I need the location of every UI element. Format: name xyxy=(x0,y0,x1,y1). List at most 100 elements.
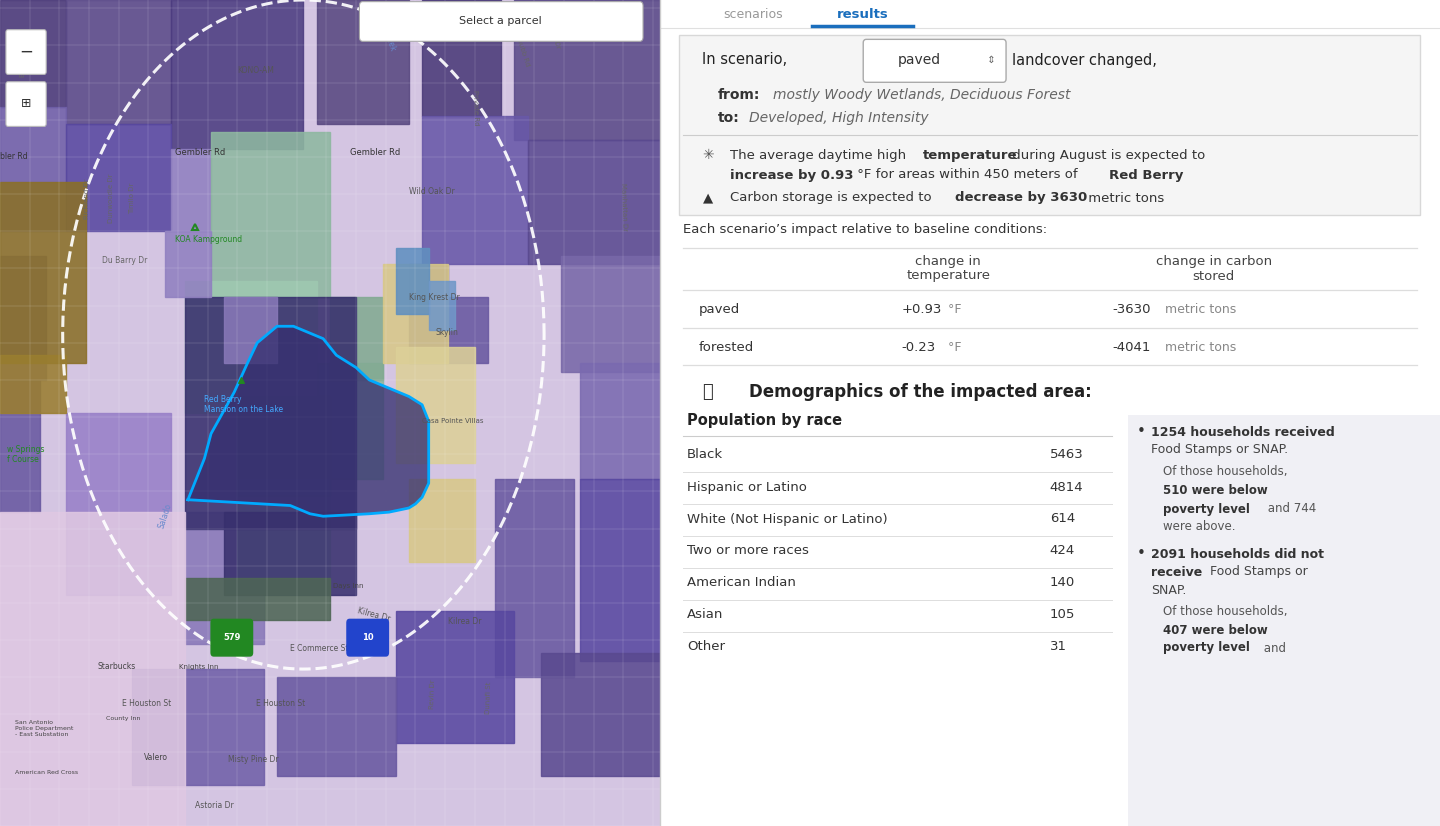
Text: Salado: Salado xyxy=(157,502,174,530)
Text: Days Inn: Days Inn xyxy=(333,583,363,590)
Text: °F: °F xyxy=(945,303,962,316)
Text: -3630: -3630 xyxy=(1112,303,1151,316)
Text: Starbucks: Starbucks xyxy=(98,662,135,671)
Text: E Houston St: E Houston St xyxy=(122,700,171,708)
Bar xyxy=(164,231,212,297)
Text: 10: 10 xyxy=(363,634,374,642)
Text: 614: 614 xyxy=(1050,512,1076,525)
Text: Dunafi St: Dunafi St xyxy=(485,681,492,714)
Text: King Krest Dr: King Krest Dr xyxy=(409,293,459,301)
Bar xyxy=(238,396,330,496)
FancyBboxPatch shape xyxy=(863,40,1007,83)
Text: change in: change in xyxy=(916,255,981,268)
Text: Casa Pointe Villas: Casa Pointe Villas xyxy=(422,418,484,425)
Text: SNAP.: SNAP. xyxy=(1151,583,1187,596)
Text: Food Stamps or SNAP.: Food Stamps or SNAP. xyxy=(1151,444,1289,457)
Bar xyxy=(495,479,573,677)
Text: 407 were below: 407 were below xyxy=(1164,624,1267,637)
Bar xyxy=(0,512,184,826)
Bar xyxy=(184,281,317,413)
Text: Gembler Rd: Gembler Rd xyxy=(350,149,400,157)
Bar xyxy=(560,256,660,372)
Text: Select a parcel: Select a parcel xyxy=(458,17,541,26)
Text: Kilrea Dr: Kilrea Dr xyxy=(356,606,390,624)
Text: Creekview Dr: Creekview Dr xyxy=(541,3,562,50)
Text: Carbon storage is expected to: Carbon storage is expected to xyxy=(730,192,936,205)
Bar xyxy=(66,124,171,231)
Bar xyxy=(396,248,429,314)
Bar xyxy=(514,0,660,140)
Text: °F: °F xyxy=(945,341,962,354)
Bar xyxy=(0,182,86,363)
FancyBboxPatch shape xyxy=(680,35,1420,215)
Bar xyxy=(0,107,66,231)
Bar xyxy=(580,479,660,661)
Text: The average daytime high: The average daytime high xyxy=(730,149,910,162)
Text: Gembler Rd: Gembler Rd xyxy=(174,149,225,157)
Bar xyxy=(66,0,171,124)
Text: 1254 households received: 1254 households received xyxy=(1151,425,1335,439)
Text: E Houston St: E Houston St xyxy=(256,700,305,708)
Text: scenarios: scenarios xyxy=(723,7,783,21)
Bar xyxy=(0,256,46,380)
Bar xyxy=(0,355,66,413)
Text: -4041: -4041 xyxy=(1112,341,1151,354)
Text: 31: 31 xyxy=(1050,640,1067,653)
Text: Timilo Dr: Timilo Dr xyxy=(130,183,135,214)
Text: Brussels St: Brussels St xyxy=(20,39,26,77)
Text: Demographics of the impacted area:: Demographics of the impacted area: xyxy=(749,383,1092,401)
Text: +0.93: +0.93 xyxy=(901,303,942,316)
Text: results: results xyxy=(837,7,888,21)
Bar xyxy=(132,669,264,785)
Bar xyxy=(238,479,330,578)
Text: Of those households,: Of those households, xyxy=(1164,605,1287,619)
Text: forested: forested xyxy=(698,341,753,354)
Text: Food Stamps or: Food Stamps or xyxy=(1205,566,1308,578)
Text: paved: paved xyxy=(897,53,940,67)
Text: Knights Inn: Knights Inn xyxy=(180,663,219,670)
Bar xyxy=(184,512,264,644)
Text: metric tons: metric tons xyxy=(1165,303,1237,316)
Text: Black: Black xyxy=(687,449,723,462)
Text: 2091 households did not: 2091 households did not xyxy=(1151,548,1325,561)
Text: and 744: and 744 xyxy=(1264,502,1316,515)
Text: Kilrea Dr: Kilrea Dr xyxy=(448,617,482,625)
Text: Salado Creek: Salado Creek xyxy=(373,1,397,52)
Text: from:: from: xyxy=(719,88,760,102)
Text: KOA Kampground: KOA Kampground xyxy=(174,235,242,244)
Bar xyxy=(330,297,383,380)
Text: paved: paved xyxy=(698,303,740,316)
Text: American Indian: American Indian xyxy=(687,577,796,590)
Text: County Inn: County Inn xyxy=(105,716,140,721)
Text: metric tons: metric tons xyxy=(1165,341,1237,354)
Text: Population by race: Population by race xyxy=(687,412,842,428)
Text: poverty level: poverty level xyxy=(1164,642,1250,654)
Text: E Commerce St: E Commerce St xyxy=(291,644,348,653)
Bar xyxy=(184,578,330,620)
Bar xyxy=(225,297,276,363)
Text: In scenario,: In scenario, xyxy=(703,53,788,68)
Text: 510 were below: 510 were below xyxy=(1164,485,1267,497)
Text: mostly Woody Wetlands, Deciduous Forest: mostly Woody Wetlands, Deciduous Forest xyxy=(773,88,1070,102)
Text: °F for areas within 450 meters of: °F for areas within 450 meters of xyxy=(852,169,1081,182)
Text: 579: 579 xyxy=(223,634,240,642)
FancyBboxPatch shape xyxy=(360,2,644,41)
Text: ✳: ✳ xyxy=(703,148,714,162)
FancyBboxPatch shape xyxy=(6,30,46,74)
Bar xyxy=(171,0,304,149)
Bar xyxy=(225,512,356,595)
FancyBboxPatch shape xyxy=(346,619,389,657)
Text: Each scenario’s impact relative to baseline conditions:: Each scenario’s impact relative to basel… xyxy=(683,224,1047,236)
Bar xyxy=(580,363,660,479)
Text: temperature: temperature xyxy=(923,149,1018,162)
Bar xyxy=(276,677,396,776)
Text: Of those households,: Of those households, xyxy=(1164,466,1287,478)
Text: receive: receive xyxy=(1151,566,1202,578)
Bar xyxy=(0,0,66,107)
Bar xyxy=(1128,415,1440,826)
Text: KONO-AM: KONO-AM xyxy=(238,66,274,74)
Text: -0.23: -0.23 xyxy=(901,341,936,354)
Text: 140: 140 xyxy=(1050,577,1076,590)
Bar xyxy=(317,363,383,479)
Bar xyxy=(396,611,514,743)
